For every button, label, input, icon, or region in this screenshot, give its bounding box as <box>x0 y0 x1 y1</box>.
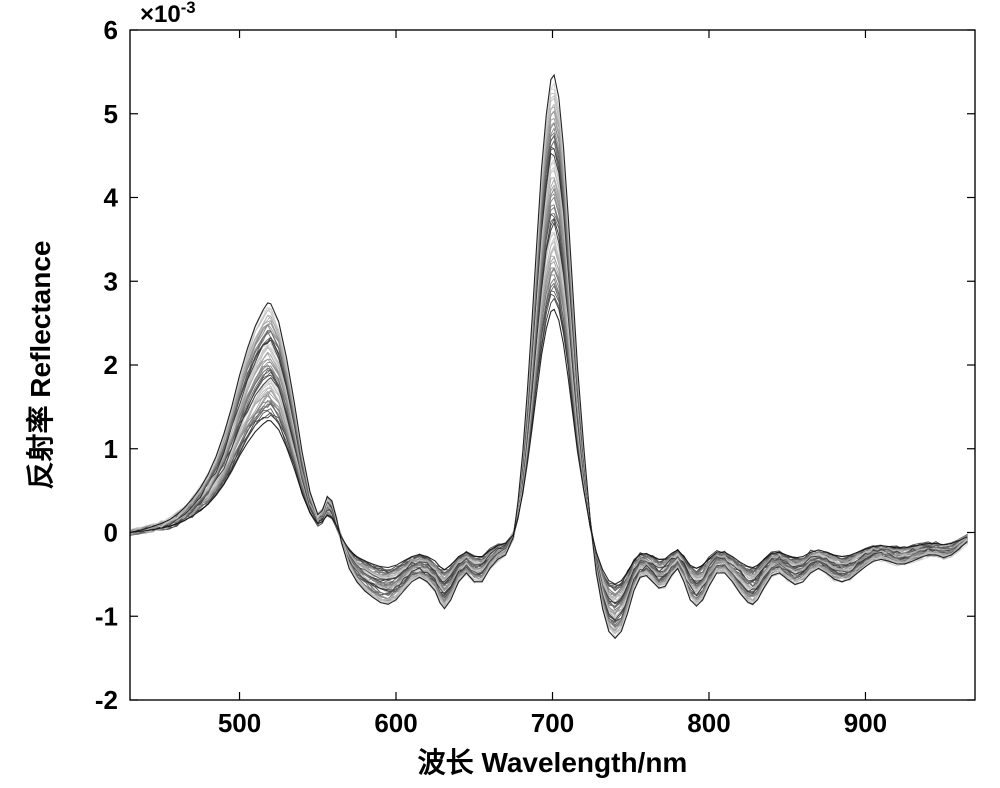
x-tick-label: 700 <box>531 708 574 738</box>
x-axis-label: 波长 Wavelength/nm <box>418 747 688 778</box>
y-tick-label: 6 <box>104 15 118 45</box>
y-tick-label: -1 <box>95 601 118 631</box>
y-tick-label: -2 <box>95 685 118 715</box>
y-tick-label: 3 <box>104 266 118 296</box>
x-tick-label: 800 <box>687 708 730 738</box>
y-tick-label: 0 <box>104 518 118 548</box>
y-tick-label: 2 <box>104 350 118 380</box>
spectral-chart: 500600700800900-2-10123456×10-3波长 Wavele… <box>0 0 1000 788</box>
x-tick-label: 500 <box>218 708 261 738</box>
y-tick-label: 5 <box>104 99 118 129</box>
y-axis-label: 反射率 Reflectance <box>24 241 56 490</box>
y-tick-label: 4 <box>104 183 119 213</box>
chart-canvas: 500600700800900-2-10123456×10-3波长 Wavele… <box>0 0 1000 788</box>
x-tick-label: 900 <box>844 708 887 738</box>
x-tick-label: 600 <box>374 708 417 738</box>
y-tick-label: 1 <box>104 434 118 464</box>
